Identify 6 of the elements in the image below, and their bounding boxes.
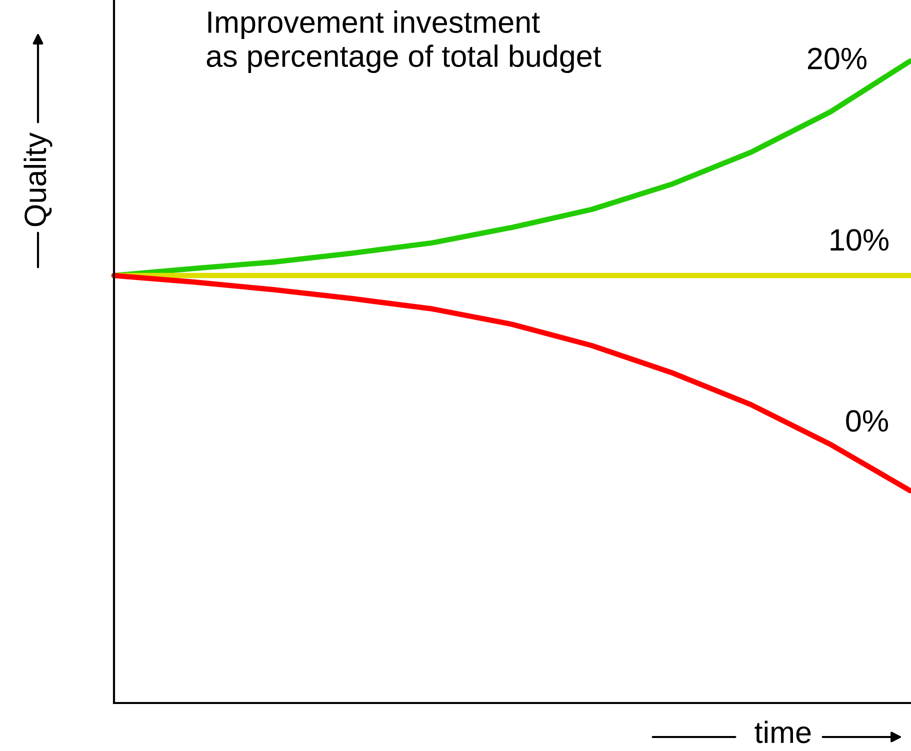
series-label: 10% xyxy=(830,229,888,251)
series-label: 20% xyxy=(808,48,866,70)
x-axis-title: time xyxy=(754,720,811,744)
series-label: 0% xyxy=(846,410,888,432)
y-axis-title: Quality xyxy=(24,132,52,226)
chart-title: Improvement investment as percentage of total budget xyxy=(206,10,602,74)
